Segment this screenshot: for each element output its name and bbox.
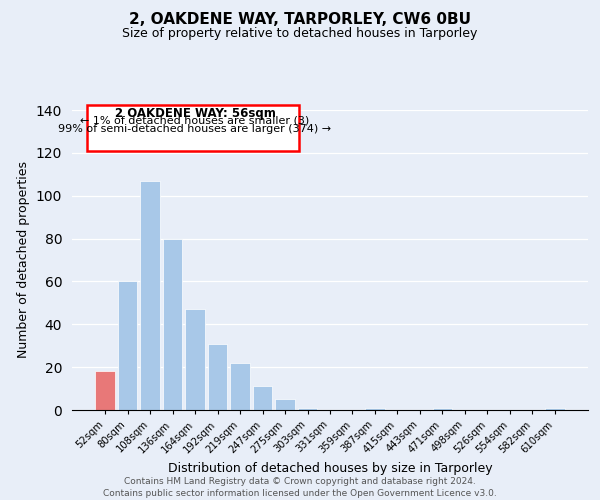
Y-axis label: Number of detached properties: Number of detached properties bbox=[17, 162, 31, 358]
FancyBboxPatch shape bbox=[87, 105, 299, 152]
Bar bbox=[433, 408, 452, 410]
Bar bbox=[230, 363, 250, 410]
Bar bbox=[253, 386, 272, 410]
Text: ← 1% of detached houses are smaller (3): ← 1% of detached houses are smaller (3) bbox=[80, 116, 310, 126]
Text: Size of property relative to detached houses in Tarporley: Size of property relative to detached ho… bbox=[122, 28, 478, 40]
Bar bbox=[365, 408, 385, 410]
Bar bbox=[118, 282, 137, 410]
X-axis label: Distribution of detached houses by size in Tarporley: Distribution of detached houses by size … bbox=[167, 462, 493, 474]
Bar bbox=[208, 344, 227, 410]
Bar bbox=[163, 238, 182, 410]
Bar bbox=[95, 372, 115, 410]
Bar bbox=[298, 408, 317, 410]
Bar bbox=[140, 180, 160, 410]
Bar bbox=[185, 310, 205, 410]
Text: 2, OAKDENE WAY, TARPORLEY, CW6 0BU: 2, OAKDENE WAY, TARPORLEY, CW6 0BU bbox=[129, 12, 471, 28]
Text: Contains HM Land Registry data © Crown copyright and database right 2024.: Contains HM Land Registry data © Crown c… bbox=[124, 478, 476, 486]
Bar bbox=[275, 400, 295, 410]
Text: Contains public sector information licensed under the Open Government Licence v3: Contains public sector information licen… bbox=[103, 489, 497, 498]
Text: 2 OAKDENE WAY: 56sqm: 2 OAKDENE WAY: 56sqm bbox=[115, 107, 275, 120]
Bar bbox=[545, 408, 565, 410]
Text: 99% of semi-detached houses are larger (374) →: 99% of semi-detached houses are larger (… bbox=[58, 124, 332, 134]
